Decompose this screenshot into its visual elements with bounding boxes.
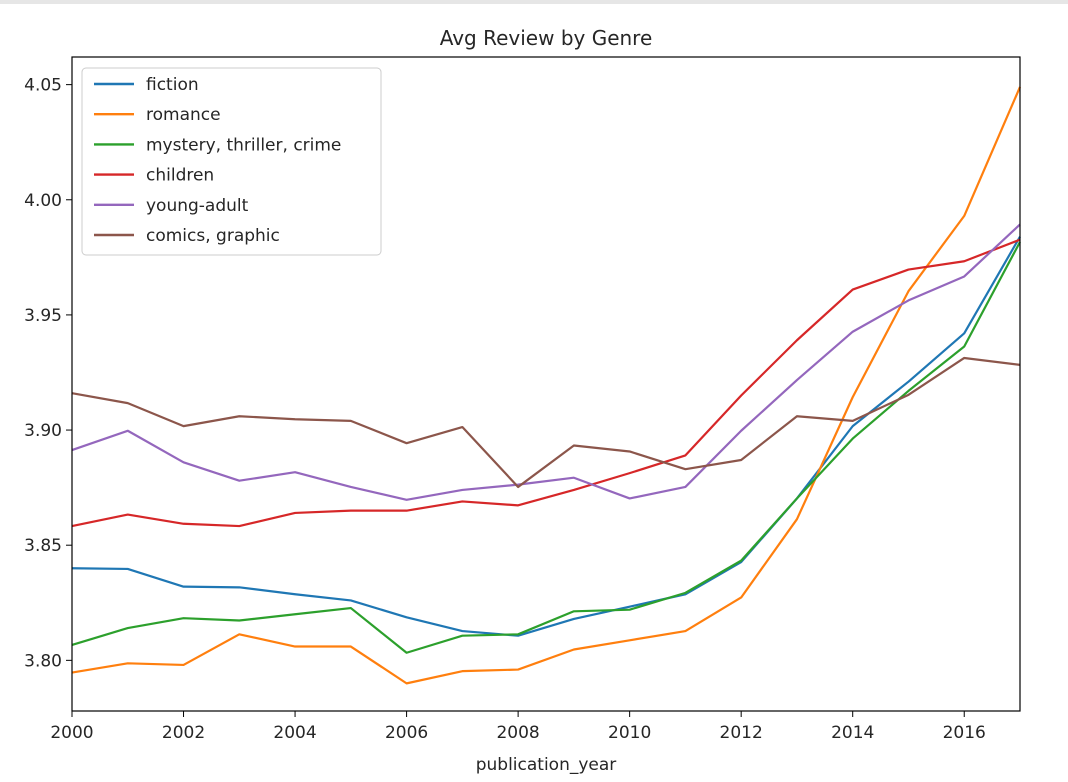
top-border	[0, 0, 1068, 4]
x-axis-label: publication_year	[476, 755, 617, 775]
x-tick-label: 2012	[720, 723, 763, 743]
x-tick-label: 2014	[831, 723, 874, 743]
series-line-3	[71, 238, 1021, 528]
y-tick-label: 4.00	[24, 191, 62, 211]
x-tick-label: 2004	[273, 723, 316, 743]
plot-frame	[71, 56, 1021, 712]
y-tick-label: 4.05	[24, 76, 62, 96]
x-tick-label: 2000	[50, 723, 93, 743]
legend-label: romance	[146, 105, 221, 125]
x-tick-label: 2010	[608, 723, 651, 743]
y-axis: 3.80 3.85 3.90 3.95 4.00 4.05	[24, 76, 72, 671]
series-line-1	[71, 86, 1022, 685]
x-tick-label: 2006	[385, 723, 428, 743]
legend-label: mystery, thriller, crime	[146, 135, 341, 155]
lines-layer	[71, 86, 1022, 685]
chart-title: Avg Review by Genre	[440, 26, 653, 50]
legend: fiction romance mystery, thriller, crime ch…	[81, 67, 382, 256]
legend-label: fiction	[146, 75, 199, 95]
legend-label: comics, graphic	[146, 226, 280, 246]
legend-label: young-adult	[146, 196, 249, 216]
series-line-4	[71, 223, 1021, 501]
y-tick-label: 3.80	[24, 651, 62, 671]
y-tick-label: 3.95	[24, 306, 62, 326]
y-tick-label: 3.90	[24, 421, 62, 441]
x-axis: 2000 2002 2004 2006 2008 2010 2012 2014 2016	[50, 711, 986, 743]
series-line-5	[71, 356, 1021, 489]
y-tick-label: 3.85	[24, 536, 62, 556]
x-tick-label: 2008	[496, 723, 539, 743]
legend-label: children	[146, 166, 214, 186]
x-tick-label: 2002	[162, 723, 205, 743]
series-line-2	[71, 241, 1021, 654]
legend-box	[81, 67, 382, 256]
series-line-0	[71, 236, 1021, 637]
x-tick-label: 2016	[943, 723, 986, 743]
